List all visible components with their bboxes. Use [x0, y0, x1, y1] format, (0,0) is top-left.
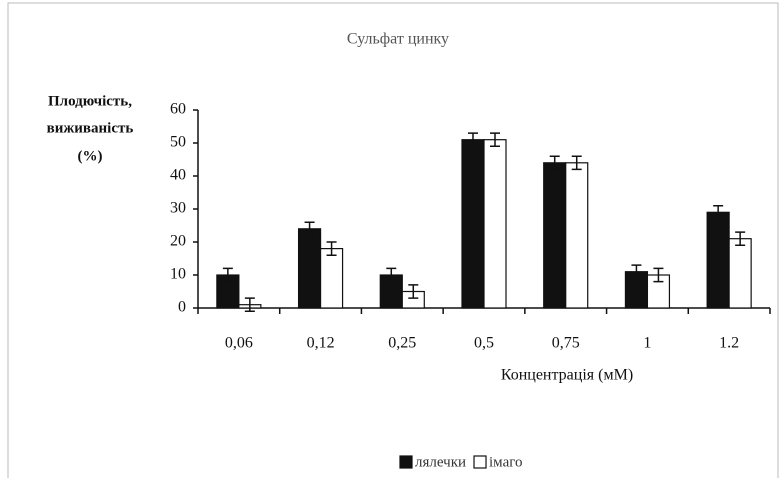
- y-axis-label: виживаність: [47, 120, 134, 136]
- error-bar: [222, 267, 233, 283]
- y-tick-label: 10: [170, 266, 186, 283]
- error-bar: [571, 155, 582, 171]
- x-tick-label: 1: [643, 335, 651, 352]
- legend-label: лялечки: [415, 454, 466, 470]
- y-axis-label: Плодючість,: [48, 93, 132, 109]
- x-axis-label: Концентрація (мМ): [501, 367, 633, 384]
- bar: [461, 139, 485, 309]
- chart-frame: [7, 2, 779, 478]
- error-bar: [386, 267, 397, 283]
- error-bar: [631, 264, 642, 280]
- error-bar: [468, 132, 478, 148]
- x-tick-label: 1.2: [719, 335, 739, 352]
- error-bar: [408, 284, 419, 299]
- legend-swatch: [473, 455, 487, 469]
- error-bar: [490, 132, 500, 148]
- x-tick-label: 0,06: [225, 335, 253, 352]
- error-bar: [549, 155, 560, 171]
- y-tick-label: 50: [170, 134, 186, 151]
- x-tick-label: 0,75: [552, 335, 580, 352]
- bar: [728, 238, 752, 309]
- y-tick-label: 60: [170, 101, 186, 118]
- bar: [319, 248, 344, 309]
- x-tick-label: 0,25: [388, 335, 416, 352]
- chart-title: Сульфат цинку: [347, 31, 449, 48]
- y-tick-label: 30: [170, 200, 186, 217]
- error-bar: [735, 231, 746, 247]
- error-bar: [326, 241, 337, 256]
- legend-swatch: [399, 455, 413, 469]
- bar: [483, 139, 507, 309]
- bar: [543, 162, 567, 309]
- y-tick-label: 0: [178, 299, 186, 316]
- bar: [297, 228, 322, 309]
- bar: [565, 162, 589, 309]
- error-bar: [244, 297, 255, 313]
- y-tick-label: 40: [170, 167, 186, 184]
- bar: [706, 211, 730, 309]
- error-bar: [713, 204, 724, 220]
- y-axis-label: (%): [78, 148, 103, 164]
- error-bar: [653, 267, 664, 283]
- x-tick-label: 0,12: [307, 335, 335, 352]
- legend-label: імаго: [489, 454, 523, 470]
- x-tick-label: 0,5: [474, 335, 494, 352]
- y-tick-label: 20: [170, 233, 186, 250]
- error-bar: [304, 221, 315, 237]
